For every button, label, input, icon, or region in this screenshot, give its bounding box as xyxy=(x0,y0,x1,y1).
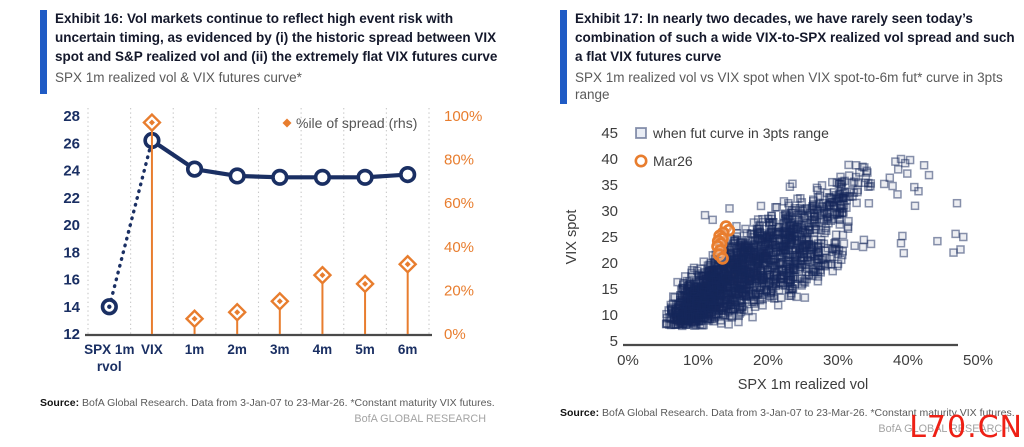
source-text: BofA Global Research. Data from 3-Jan-07… xyxy=(599,406,1015,419)
svg-text:40%: 40% xyxy=(444,239,474,256)
exhibit-16-header: Exhibit 16: Vol markets continue to refl… xyxy=(40,10,500,94)
svg-text:16: 16 xyxy=(63,272,80,289)
exhibit-16-footer: Source: BofA Global Research. Data from … xyxy=(40,396,500,425)
bofa-brand-line: BofA GLOBAL RESEARCH xyxy=(354,413,486,426)
svg-text:26: 26 xyxy=(63,135,80,152)
svg-text:3m: 3m xyxy=(270,342,290,357)
svg-text:VIX: VIX xyxy=(141,342,163,357)
svg-text:1m: 1m xyxy=(185,342,205,357)
svg-text:28: 28 xyxy=(63,108,80,125)
watermark: L70.CN xyxy=(909,410,1023,445)
exhibit-16-title: Exhibit 16: Vol markets continue to refl… xyxy=(55,11,498,64)
svg-text:20: 20 xyxy=(63,217,80,234)
svg-text:80%: 80% xyxy=(444,152,474,169)
svg-text:5m: 5m xyxy=(355,342,375,357)
exhibit-16-panel: Exhibit 16: Vol markets continue to refl… xyxy=(40,10,500,425)
svg-text:VIX spot: VIX spot xyxy=(564,209,580,264)
svg-text:20%: 20% xyxy=(444,282,474,299)
exhibit-17-title: Exhibit 17: In nearly two decades, we ha… xyxy=(575,11,1015,64)
svg-text:0%: 0% xyxy=(617,352,639,369)
svg-text:%ile of spread (rhs): %ile of spread (rhs) xyxy=(296,115,417,131)
svg-text:35: 35 xyxy=(601,177,618,194)
exhibit-17-footer: Source: BofA Global Research. Data from … xyxy=(560,406,1024,435)
svg-text:60%: 60% xyxy=(444,195,474,212)
source-label: Source: xyxy=(560,406,600,419)
svg-text:20%: 20% xyxy=(753,352,783,369)
svg-text:6m: 6m xyxy=(398,342,418,357)
svg-text:rvol: rvol xyxy=(97,359,122,374)
source-text: BofA Global Research. Data from 3-Jan-07… xyxy=(79,397,495,409)
svg-text:15: 15 xyxy=(601,281,618,298)
exhibit-16-subtitle: SPX 1m realized vol & VIX futures curve* xyxy=(55,69,302,85)
svg-text:when fut curve in 3pts range: when fut curve in 3pts range xyxy=(652,125,829,141)
vix-futures-curve-chart: 12 14 16 18 20 22 24 26 28 0% 20% 40% 60% 80% 100% SPX … xyxy=(63,108,482,374)
exhibit-16-source: Source: BofA Global Research. Data from … xyxy=(40,396,500,410)
svg-text:18: 18 xyxy=(63,244,80,261)
exhibit-17-header: Exhibit 17: In nearly two decades, we ha… xyxy=(560,10,1024,104)
exhibit-17-subtitle: SPX 1m realized vol vs VIX spot when VIX… xyxy=(575,69,1003,103)
svg-text:20: 20 xyxy=(601,255,618,272)
svg-text:2m: 2m xyxy=(227,342,247,357)
svg-text:4m: 4m xyxy=(313,342,333,357)
svg-text:10: 10 xyxy=(601,307,618,324)
svg-text:SPX 1m: SPX 1m xyxy=(84,342,134,357)
bofa-brand-line: BofA GLOBAL RESEARCH xyxy=(878,422,1010,435)
svg-text:Mar26: Mar26 xyxy=(653,153,693,169)
svg-text:50%: 50% xyxy=(963,352,993,369)
svg-text:40%: 40% xyxy=(893,352,923,369)
vix-spot-vs-realized-vol-scatter: 5 10 15 20 25 30 35 40 45 0% 10% 20% 30% 40% 50% SPX 1m… xyxy=(564,125,993,393)
source-label: Source: xyxy=(40,397,80,409)
svg-text:0%: 0% xyxy=(444,326,466,343)
svg-text:45: 45 xyxy=(601,125,618,142)
exhibit-17-source: Source: BofA Global Research. Data from … xyxy=(560,406,1024,420)
svg-text:14: 14 xyxy=(63,299,80,316)
svg-text:40: 40 xyxy=(601,151,618,168)
svg-text:12: 12 xyxy=(63,326,80,343)
svg-text:10%: 10% xyxy=(683,352,713,369)
svg-text:SPX 1m realized vol: SPX 1m realized vol xyxy=(738,377,869,393)
svg-text:100%: 100% xyxy=(444,108,482,125)
exhibit-17-panel: Exhibit 17: In nearly two decades, we ha… xyxy=(560,10,1024,435)
svg-text:25: 25 xyxy=(601,229,618,246)
svg-text:24: 24 xyxy=(63,163,80,180)
svg-text:5: 5 xyxy=(610,333,618,350)
svg-text:30%: 30% xyxy=(823,352,853,369)
svg-text:22: 22 xyxy=(63,190,80,207)
svg-text:30: 30 xyxy=(601,203,618,220)
